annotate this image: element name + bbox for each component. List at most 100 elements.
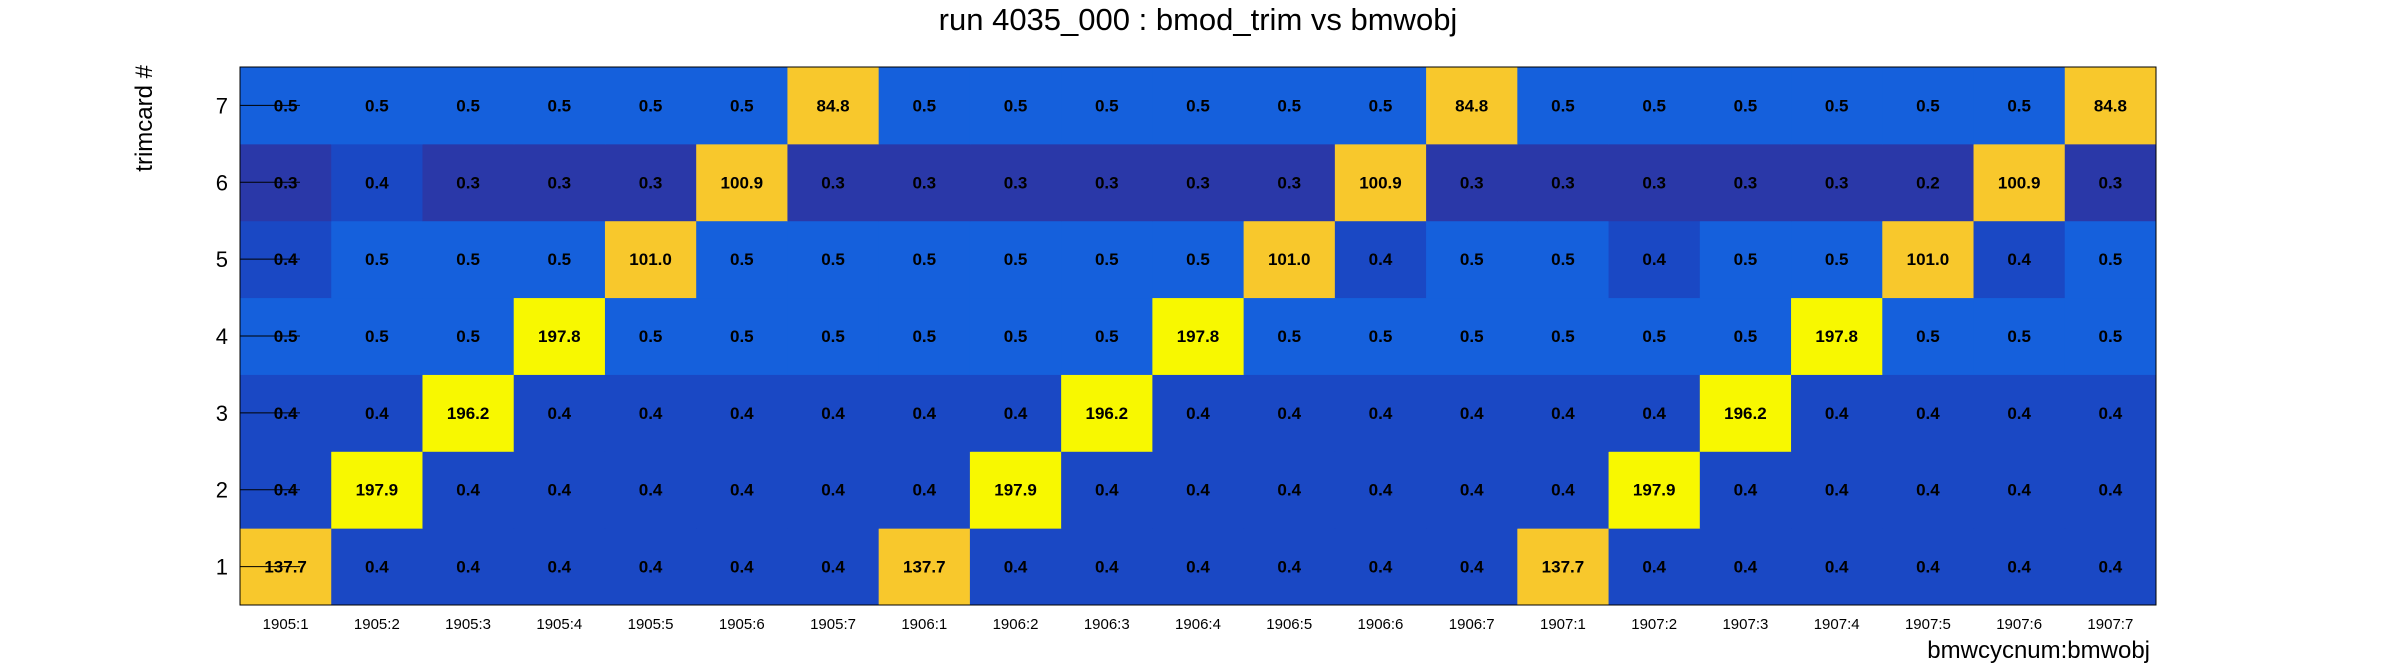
heatmap-axes: 1 2 3 4 5 6 7 1905:1 1905:2 1905:3 1905:4 1905:5 190… xyxy=(216,66,2157,633)
heatmap-cell-label: 84.8 xyxy=(2094,96,2127,115)
heatmap-cell xyxy=(331,374,423,452)
heatmap-cell-label: 0.5 xyxy=(1734,96,1758,115)
heatmap-cell xyxy=(969,143,1062,222)
heatmap-cell-label: 0.3 xyxy=(1734,173,1758,192)
heatmap-cell xyxy=(696,297,788,375)
heatmap-cell-label: 0.3 xyxy=(1004,173,1028,192)
x-tick-label: 1906:4 xyxy=(1175,616,1221,633)
heatmap-cell-label: 0.3 xyxy=(912,173,936,192)
heatmap-cell-label: 0.4 xyxy=(639,558,663,577)
heatmap-cell xyxy=(1152,67,1245,145)
heatmap-cell xyxy=(1882,143,1975,222)
heatmap-cell xyxy=(1973,220,2066,299)
heatmap-cell-label: 84.8 xyxy=(1455,96,1488,115)
heatmap-cell-label: 0.4 xyxy=(1460,404,1484,423)
x-tick-label: 1905:6 xyxy=(719,616,765,633)
heatmap-cell xyxy=(604,297,697,375)
heatmap-cell xyxy=(422,67,515,145)
heatmap-cell-label: 0.3 xyxy=(548,173,572,192)
heatmap-cell-label: 0.5 xyxy=(1186,96,1210,115)
y-tick-label: 7 xyxy=(216,93,228,118)
heatmap-cell xyxy=(1973,67,2066,145)
heatmap-cell xyxy=(1334,67,1427,145)
heatmap-cell xyxy=(1882,451,1975,529)
heatmap-cell xyxy=(1152,220,1245,299)
heatmap-cell-label: 0.4 xyxy=(2007,250,2031,269)
heatmap-cell-label: 0.5 xyxy=(1460,327,1484,346)
heatmap-cell xyxy=(787,528,880,606)
heatmap-cell-label: 0.5 xyxy=(639,96,663,115)
heatmap-cell xyxy=(331,297,423,375)
heatmap-cell xyxy=(422,451,515,529)
heatmap-cells xyxy=(240,67,2157,606)
heatmap-cell-label: 197.9 xyxy=(1633,481,1676,500)
heatmap-cell-label: 0.3 xyxy=(1460,173,1484,192)
heatmap-cell-label: 0.5 xyxy=(1277,327,1301,346)
heatmap-cell-label: 0.4 xyxy=(1825,404,1849,423)
heatmap-cell-label: 0.3 xyxy=(1825,173,1849,192)
heatmap-cell-label: 196.2 xyxy=(447,404,490,423)
chart-title: run 4035_000 : bmod_trim vs bmwobj xyxy=(938,2,1458,37)
heatmap-cell xyxy=(1334,528,1427,606)
heatmap-cell-label: 100.9 xyxy=(721,173,764,192)
heatmap-cell xyxy=(1243,451,1336,529)
heatmap-cell-label: 0.4 xyxy=(1186,558,1210,577)
heatmap-cell xyxy=(878,297,971,375)
heatmap-cell-label: 0.4 xyxy=(365,173,389,192)
heatmap-cell-label: 0.3 xyxy=(456,173,480,192)
heatmap-cell xyxy=(1243,220,1336,299)
heatmap-cell-label: 0.5 xyxy=(1095,327,1119,346)
heatmap-cell-label: 0.5 xyxy=(1277,96,1301,115)
heatmap-cell xyxy=(1061,528,1153,606)
heatmap-cell-label: 0.4 xyxy=(1004,558,1028,577)
heatmap-cell xyxy=(1517,297,1610,375)
heatmap-cell xyxy=(1152,143,1245,222)
heatmap-cell xyxy=(604,220,697,299)
heatmap-cell-label: 0.4 xyxy=(456,481,480,500)
heatmap-cell xyxy=(878,374,971,452)
heatmap-cell-label: 0.5 xyxy=(1095,96,1119,115)
heatmap-cell xyxy=(1061,451,1153,529)
x-tick-label: 1905:1 xyxy=(263,616,309,633)
heatmap-cell xyxy=(1973,297,2066,375)
heatmap-cell-label: 137.7 xyxy=(1542,558,1585,577)
heatmap-cell xyxy=(696,143,788,222)
heatmap-cell xyxy=(1882,297,1975,375)
heatmap-cell xyxy=(2064,451,2157,529)
heatmap-cell-label: 0.5 xyxy=(365,327,389,346)
heatmap-cell-label: 0.4 xyxy=(1369,404,1393,423)
heatmap-cell-label: 0.5 xyxy=(548,250,572,269)
heatmap-cell xyxy=(513,451,606,529)
heatmap-cell xyxy=(1699,220,1792,299)
heatmap-cell-label: 197.9 xyxy=(994,481,1037,500)
heatmap-cell-label: 0.4 xyxy=(1642,404,1666,423)
x-tick-label: 1906:1 xyxy=(901,616,947,633)
heatmap-cell xyxy=(878,67,971,145)
heatmap-cell xyxy=(969,297,1062,375)
heatmap-cell-label: 0.5 xyxy=(456,250,480,269)
heatmap-cell-label: 0.4 xyxy=(1916,404,1940,423)
heatmap-cell xyxy=(1882,374,1975,452)
heatmap-cell xyxy=(2064,67,2157,145)
heatmap-cell-label: 0.4 xyxy=(730,404,754,423)
heatmap-cell-label: 0.5 xyxy=(1551,327,1575,346)
x-tick-label: 1906:2 xyxy=(993,616,1039,633)
heatmap-cell xyxy=(1243,67,1336,145)
heatmap-cell-label: 0.4 xyxy=(1277,404,1301,423)
y-tick-label: 1 xyxy=(216,555,228,580)
heatmap-cell xyxy=(604,528,697,606)
heatmap-cell-label: 0.4 xyxy=(639,481,663,500)
heatmap-cell-label: 0.5 xyxy=(1734,327,1758,346)
x-tick-label: 1907:5 xyxy=(1905,616,1951,633)
heatmap-cell-label: 100.9 xyxy=(1359,173,1402,192)
heatmap-cell xyxy=(1608,528,1701,606)
heatmap-cell xyxy=(1791,220,1883,299)
heatmap-cell xyxy=(969,67,1062,145)
y-tick-label: 6 xyxy=(216,170,228,195)
heatmap-cell xyxy=(1699,528,1792,606)
heatmap-cell xyxy=(1608,143,1701,222)
heatmap-cell-labels: 137.7 0.4 0.4 0.4 0.4 0.4 0.4 137.7 0.4 0.4 0.4 0.4… xyxy=(264,96,2127,576)
heatmap-cell-label: 0.4 xyxy=(365,558,389,577)
heatmap-cell-label: 0.3 xyxy=(1642,173,1666,192)
